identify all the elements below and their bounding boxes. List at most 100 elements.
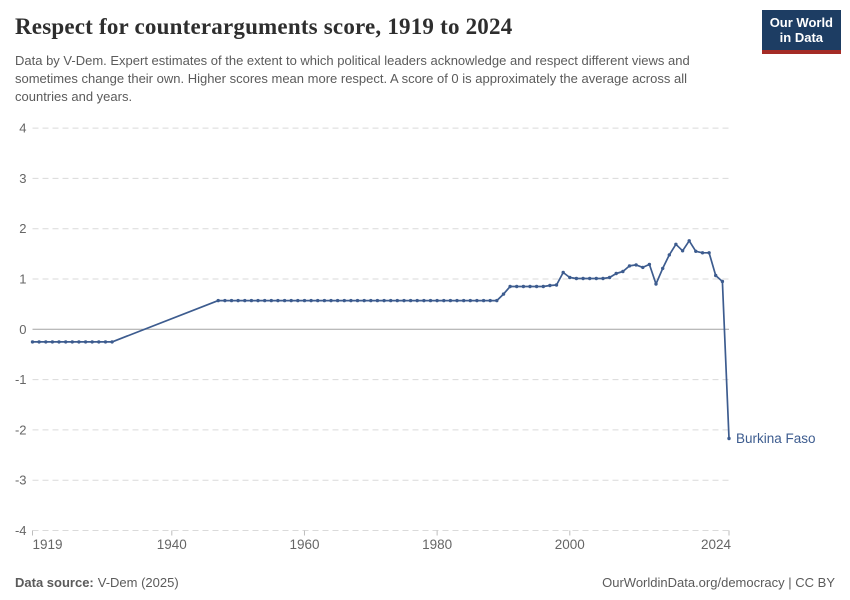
data-point (515, 284, 519, 289)
data-point (369, 298, 373, 303)
data-point (468, 298, 472, 303)
data-point (276, 298, 280, 303)
x-tick-label: 2024 (701, 537, 732, 552)
data-point (50, 340, 55, 344)
data-point (316, 298, 320, 303)
owid-logo[interactable]: Our World in Data (761, 10, 841, 54)
data-point (103, 340, 108, 344)
data-point (382, 298, 386, 303)
data-point (302, 298, 307, 303)
y-tick-label: 1 (19, 272, 26, 287)
data-point (415, 298, 419, 303)
chart-subtitle: Data by V-Dem. Expert estimates of the e… (15, 53, 690, 105)
data-point (249, 298, 254, 303)
data-point (83, 340, 88, 344)
data-point (355, 298, 360, 303)
data-point (607, 275, 612, 280)
data-point (654, 282, 658, 286)
data-point (680, 249, 685, 253)
y-tick-label: 0 (19, 322, 26, 337)
data-line (31, 239, 730, 440)
credit-link[interactable]: OurWorldinData.org/democracy | CC BY (602, 575, 835, 590)
data-point (475, 298, 479, 303)
data-point (561, 270, 565, 275)
data-point (442, 298, 446, 303)
data-point (528, 284, 532, 289)
data-point (667, 253, 671, 257)
data-point (77, 340, 81, 344)
data-point (375, 298, 380, 303)
x-tick-label: 1940 (157, 537, 187, 552)
data-point (236, 298, 240, 303)
data-point (521, 284, 526, 289)
data-point (263, 298, 267, 303)
data-point (481, 298, 486, 303)
data-point (694, 249, 698, 253)
data-source: Data source: V-Dem (2025) (15, 575, 179, 590)
data-point (289, 298, 293, 303)
data-point (581, 276, 585, 281)
data-point (727, 436, 731, 441)
y-tick-label: 4 (19, 121, 26, 136)
data-point (408, 298, 413, 303)
data-point (634, 263, 638, 267)
data-point (329, 298, 333, 303)
y-tick-label: -2 (15, 422, 27, 437)
data-point (395, 298, 399, 303)
x-tick-label: 1919 (33, 537, 63, 552)
chart-footer: Data source: V-Dem (2025) OurWorldinData.… (15, 575, 835, 590)
page-title: Respect for counterarguments score, 1919… (15, 14, 513, 39)
data-point (110, 340, 114, 344)
data-point (488, 298, 492, 303)
data-point (508, 284, 512, 289)
data-point (269, 298, 273, 303)
data-point (707, 251, 711, 255)
y-tick-label: 2 (19, 221, 26, 236)
data-point (97, 340, 101, 344)
data-point (495, 298, 499, 303)
data-point (44, 340, 48, 344)
data-point (30, 340, 35, 344)
x-tick-label: 1980 (422, 537, 452, 552)
data-point (243, 298, 247, 303)
data-point (661, 266, 665, 271)
y-tick-label: -1 (15, 372, 27, 387)
series-label: Burkina Faso (736, 431, 816, 446)
y-tick-label: 3 (19, 171, 26, 186)
data-source-label: Data source: (15, 575, 94, 590)
data-point (342, 298, 346, 303)
data-source-value: V-Dem (2025) (97, 575, 179, 590)
data-point (674, 242, 678, 246)
data-point (534, 284, 539, 289)
data-point (402, 298, 406, 303)
data-point (541, 284, 545, 289)
x-tick-label: 2000 (555, 537, 585, 552)
data-point (256, 298, 260, 303)
data-point (574, 276, 579, 281)
data-point (568, 275, 572, 280)
data-point (687, 239, 691, 243)
data-point (720, 279, 725, 284)
data-point (216, 298, 220, 303)
data-point (282, 298, 287, 303)
data-point (422, 298, 426, 303)
data-point (90, 340, 94, 344)
data-point (309, 298, 313, 303)
data-point (554, 283, 559, 287)
data-point (57, 340, 61, 344)
data-point (700, 251, 705, 255)
data-point (70, 340, 75, 344)
data-point (448, 298, 453, 303)
data-point (37, 340, 41, 344)
y-tick-label: -4 (15, 523, 27, 538)
x-tick-label: 1960 (289, 537, 319, 552)
data-point (647, 262, 652, 267)
data-point (223, 298, 227, 303)
data-point (322, 298, 327, 303)
data-point (601, 276, 605, 281)
data-point (229, 298, 234, 303)
data-point (349, 298, 353, 303)
owid-logo-line1: Our World (769, 15, 833, 30)
